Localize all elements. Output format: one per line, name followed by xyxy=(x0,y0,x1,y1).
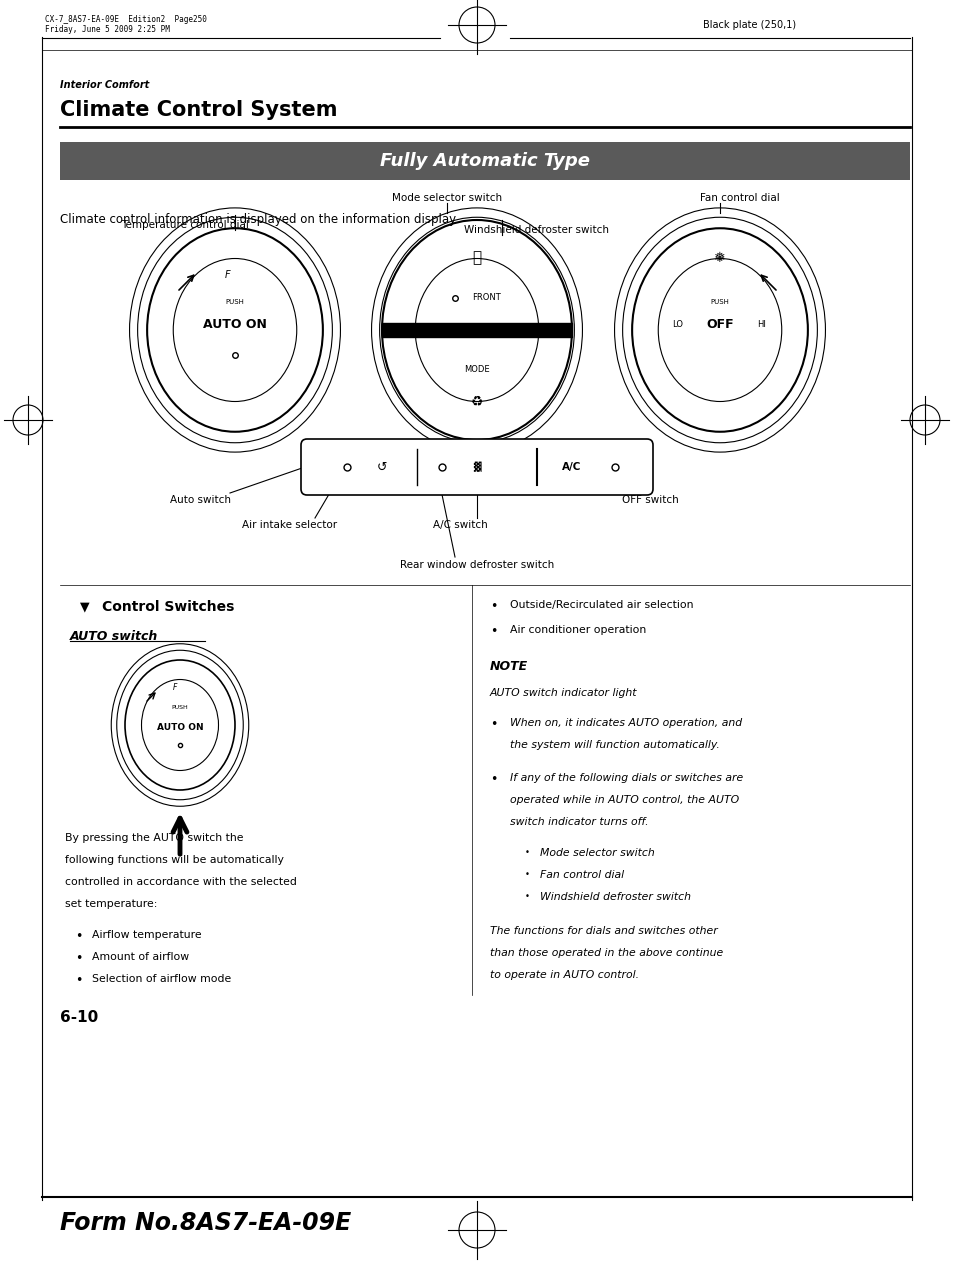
Text: CX-7_8AS7-EA-09E  Edition2  Page250: CX-7_8AS7-EA-09E Edition2 Page250 xyxy=(45,15,207,24)
Text: •: • xyxy=(524,848,530,857)
Text: to operate in AUTO control.: to operate in AUTO control. xyxy=(490,970,639,980)
Text: controlled in accordance with the selected: controlled in accordance with the select… xyxy=(65,876,296,887)
Text: Climate control information is displayed on the information display.: Climate control information is displayed… xyxy=(60,213,457,226)
Text: the system will function automatically.: the system will function automatically. xyxy=(510,740,720,750)
Ellipse shape xyxy=(147,229,322,432)
Text: operated while in AUTO control, the AUTO: operated while in AUTO control, the AUTO xyxy=(510,795,739,804)
Text: Windshield defroster switch: Windshield defroster switch xyxy=(539,892,690,902)
Text: AUTO ON: AUTO ON xyxy=(156,722,203,731)
Text: Fan control dial: Fan control dial xyxy=(700,193,779,203)
Text: •: • xyxy=(490,625,497,637)
Text: Fan control dial: Fan control dial xyxy=(539,870,623,880)
Text: A/C: A/C xyxy=(561,463,581,472)
Text: •: • xyxy=(524,892,530,901)
Text: Selection of airflow mode: Selection of airflow mode xyxy=(91,974,231,984)
Ellipse shape xyxy=(381,220,572,439)
Text: PUSH: PUSH xyxy=(710,299,729,305)
Text: •: • xyxy=(524,870,530,879)
Text: Mode selector switch: Mode selector switch xyxy=(392,193,501,203)
Text: F: F xyxy=(172,684,177,693)
Text: Air intake selector: Air intake selector xyxy=(242,520,337,529)
Text: switch indicator turns off.: switch indicator turns off. xyxy=(510,817,648,828)
Text: Amount of airflow: Amount of airflow xyxy=(91,952,189,962)
Text: •: • xyxy=(490,718,497,731)
Text: Black plate (250,1): Black plate (250,1) xyxy=(702,21,796,30)
Text: ⎓: ⎓ xyxy=(472,251,481,266)
Text: Outside/Recirculated air selection: Outside/Recirculated air selection xyxy=(510,600,693,610)
Text: FRONT: FRONT xyxy=(472,293,501,302)
Text: Climate Control System: Climate Control System xyxy=(60,100,337,120)
Text: Auto switch: Auto switch xyxy=(170,495,231,505)
Text: •: • xyxy=(490,774,497,786)
Text: than those operated in the above continue: than those operated in the above continu… xyxy=(490,948,722,959)
Text: following functions will be automatically: following functions will be automaticall… xyxy=(65,855,284,865)
Text: By pressing the AUTO switch the: By pressing the AUTO switch the xyxy=(65,833,243,843)
Text: F: F xyxy=(225,270,231,280)
Text: Airflow temperature: Airflow temperature xyxy=(91,930,201,941)
Text: The functions for dials and switches other: The functions for dials and switches oth… xyxy=(490,926,717,935)
Text: AUTO switch: AUTO switch xyxy=(70,630,158,642)
Text: •: • xyxy=(75,930,82,943)
Text: AUTO switch indicator light: AUTO switch indicator light xyxy=(490,687,637,698)
Ellipse shape xyxy=(632,229,807,432)
Text: Interior Comfort: Interior Comfort xyxy=(60,80,149,90)
Text: Mode selector switch: Mode selector switch xyxy=(539,848,654,858)
Text: ↺: ↺ xyxy=(376,460,387,473)
Text: set temperature:: set temperature: xyxy=(65,899,157,908)
Text: Friday, June 5 2009 2:25 PM: Friday, June 5 2009 2:25 PM xyxy=(45,24,170,33)
Text: •: • xyxy=(490,600,497,613)
Text: OFF: OFF xyxy=(705,319,733,332)
Text: Temperature control dial: Temperature control dial xyxy=(121,220,249,230)
Text: ▓: ▓ xyxy=(473,461,480,472)
Text: Windshield defroster switch: Windshield defroster switch xyxy=(464,225,609,235)
Ellipse shape xyxy=(125,660,234,790)
Text: OFF switch: OFF switch xyxy=(621,495,678,505)
Text: Rear window defroster switch: Rear window defroster switch xyxy=(399,560,554,571)
Text: LO: LO xyxy=(672,320,682,329)
FancyBboxPatch shape xyxy=(60,143,909,180)
Text: Fully Automatic Type: Fully Automatic Type xyxy=(379,152,589,170)
Text: When on, it indicates AUTO operation, and: When on, it indicates AUTO operation, an… xyxy=(510,718,741,729)
Text: MODE: MODE xyxy=(464,365,489,374)
Text: 6-10: 6-10 xyxy=(60,1010,98,1025)
Text: NOTE: NOTE xyxy=(490,660,528,673)
Text: PUSH: PUSH xyxy=(225,299,244,305)
Text: If any of the following dials or switches are: If any of the following dials or switche… xyxy=(510,774,742,783)
Text: HI: HI xyxy=(757,320,765,329)
Text: Control Switches: Control Switches xyxy=(102,600,234,614)
Text: PUSH: PUSH xyxy=(172,704,188,709)
FancyBboxPatch shape xyxy=(301,439,652,495)
Text: ♻: ♻ xyxy=(470,394,483,409)
Text: •: • xyxy=(75,952,82,965)
Text: ▼: ▼ xyxy=(80,600,90,613)
Text: AUTO ON: AUTO ON xyxy=(203,319,267,332)
Text: ❅: ❅ xyxy=(714,251,725,265)
Text: Form No.8AS7-EA-09E: Form No.8AS7-EA-09E xyxy=(60,1210,351,1235)
Text: Air conditioner operation: Air conditioner operation xyxy=(510,625,645,635)
Text: •: • xyxy=(75,974,82,987)
Text: A/C switch: A/C switch xyxy=(432,520,487,529)
